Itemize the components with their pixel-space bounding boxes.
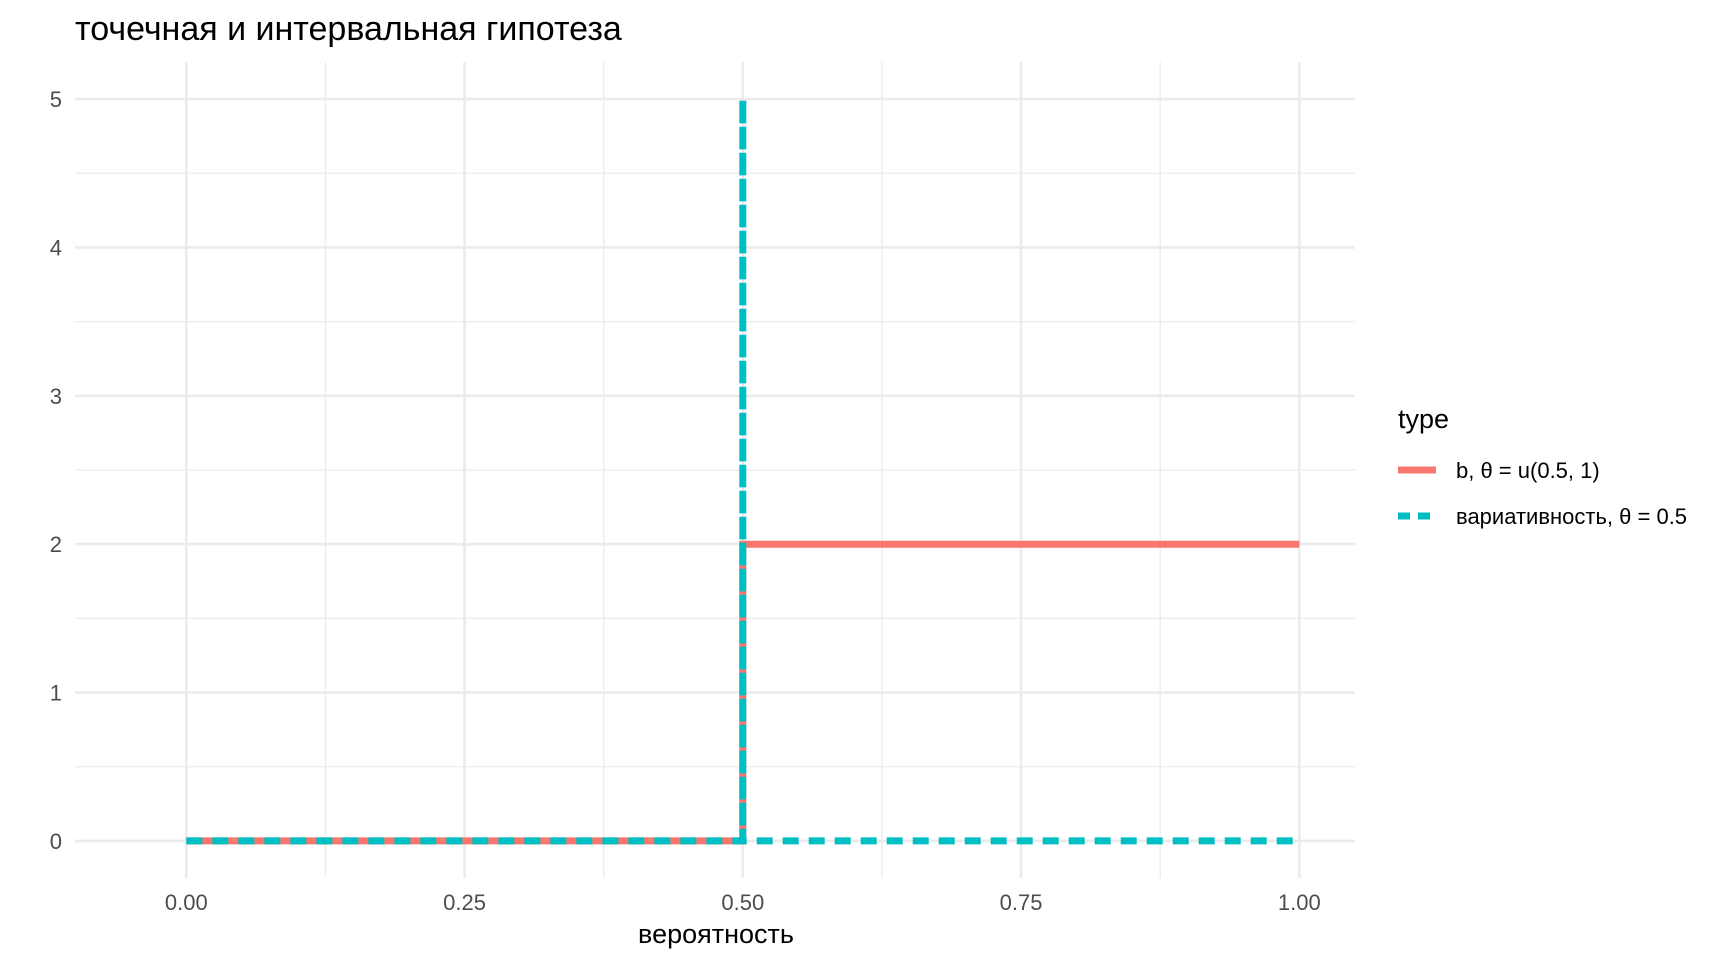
legend-label-1: b, θ = u(0.5, 1) <box>1456 458 1600 483</box>
x-tick-label: 0.25 <box>443 890 486 915</box>
grid <box>75 62 1355 878</box>
x-tick-label: 1.00 <box>1278 890 1321 915</box>
y-tick-label: 2 <box>50 532 62 557</box>
x-axis-label: вероятность <box>638 919 794 949</box>
legend-items: b, θ = u(0.5, 1) вариативность, θ = 0.5 <box>1398 458 1687 529</box>
axis-ticks: 0.00 0.25 0.50 0.75 1.00 0 1 2 3 4 5 <box>50 87 1321 915</box>
y-tick-label: 1 <box>50 681 62 706</box>
y-tick-label: 3 <box>50 384 62 409</box>
plot-series <box>186 99 1300 845</box>
x-tick-label: 0.00 <box>165 890 208 915</box>
x-tick-label: 0.75 <box>1000 890 1043 915</box>
y-tick-label: 5 <box>50 87 62 112</box>
chart-title: точечная и интервальная гипотеза <box>75 10 622 48</box>
x-tick-label: 0.50 <box>721 890 764 915</box>
legend-title: type <box>1398 404 1449 434</box>
y-tick-label: 4 <box>50 235 62 260</box>
y-tick-label: 0 <box>50 829 62 854</box>
series-line-2 <box>186 99 1300 845</box>
legend: type b, θ = u(0.5, 1) вариативность, θ = … <box>1398 404 1687 529</box>
legend-label-2: вариативность, θ = 0.5 <box>1456 504 1687 529</box>
